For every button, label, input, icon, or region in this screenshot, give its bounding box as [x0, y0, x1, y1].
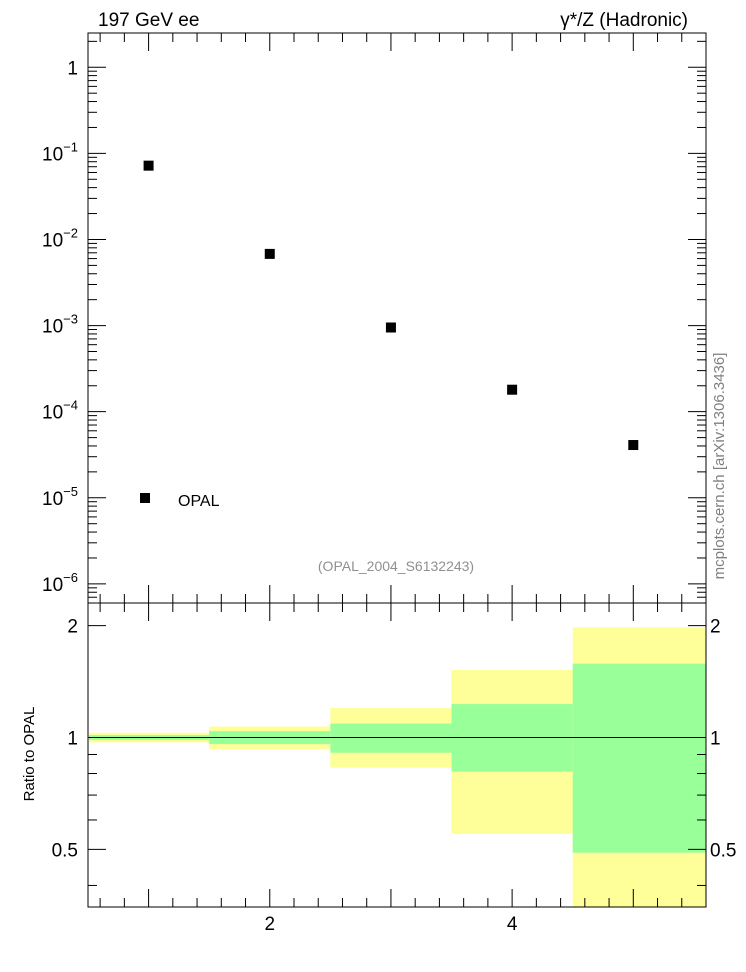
y-tick-label: 10−3 — [42, 312, 78, 338]
ratio-y-tick-label-right: 2 — [710, 617, 721, 638]
main-panel: 1 10−1 10−2 10−3 10−4 10−5 10−6 OPAL (OPAL_200… — [42, 32, 707, 604]
y-tick-label: 10−5 — [42, 484, 78, 510]
legend: OPAL — [140, 493, 220, 510]
ratio-y-tick-label-right: 0.5 — [710, 840, 736, 861]
ratio-y-tick-label: 1 — [67, 728, 78, 749]
y-tick-label: 10−4 — [42, 398, 78, 424]
data-point — [143, 160, 154, 171]
data-point — [628, 440, 639, 451]
inner-band — [572, 663, 706, 853]
ratio-ticks — [88, 603, 707, 907]
data-point — [507, 384, 518, 395]
legend-label: OPAL — [178, 493, 220, 510]
data-point — [264, 248, 275, 259]
title-right: γ*/Z (Hadronic) — [560, 10, 688, 31]
ratio-bands — [89, 627, 706, 907]
x-tick-label: 4 — [507, 914, 518, 935]
legend-marker — [140, 493, 150, 503]
ratio-ylabel: Ratio to OPAL — [21, 707, 38, 802]
main-frame — [87, 32, 707, 604]
y-tick-label: 1 — [67, 58, 78, 79]
y-tick-label: 10−6 — [42, 570, 78, 596]
main-y-tick-labels: 1 10−1 10−2 10−3 10−4 10−5 10−6 — [42, 58, 78, 596]
data-points — [143, 160, 639, 451]
ratio-y-tick-label: 0.5 — [52, 840, 78, 861]
ratio-y-tick-label-right: 1 — [710, 728, 721, 749]
title-left: 197 GeV ee — [98, 10, 199, 31]
inner-band — [330, 723, 452, 753]
ratio-y-tick-label: 2 — [67, 617, 78, 638]
y-tick-label: 10−2 — [42, 225, 78, 251]
x-tick-label: 2 — [264, 914, 275, 935]
side-label: mcplots.cern.ch [arXiv:1306.3436] — [711, 353, 728, 580]
ratio-frame — [87, 602, 707, 908]
data-point — [385, 322, 396, 333]
annotation: (OPAL_2004_S6132243) — [318, 558, 474, 574]
ratio-y-tick-labels: 0.5 0.5 1 1 2 2 — [52, 617, 737, 862]
y-tick-label: 10−1 — [42, 139, 78, 165]
main-ticks — [88, 33, 707, 604]
